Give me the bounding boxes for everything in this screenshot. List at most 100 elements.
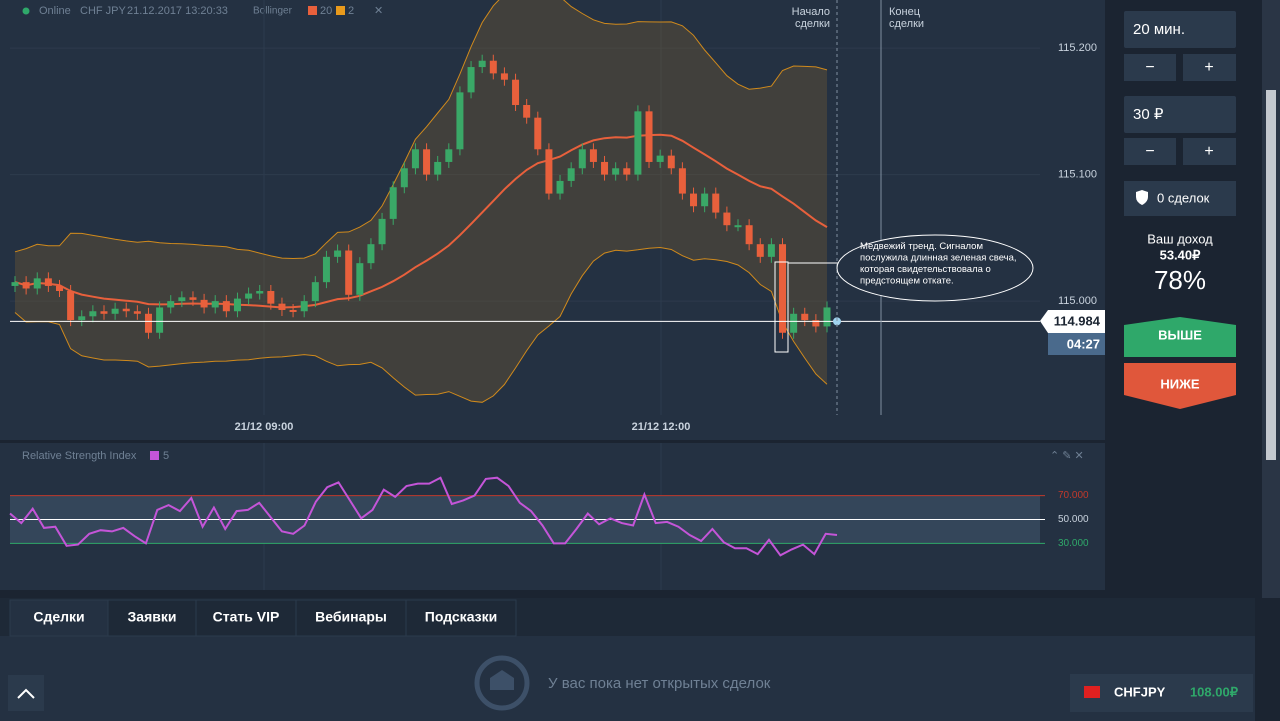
candle [589,149,597,162]
candle [267,291,275,304]
down: НИЖЕ [1160,376,1199,391]
candle [411,149,419,169]
btn[interactable] [1183,138,1236,165]
candle [22,282,30,289]
candle [801,313,809,321]
duration-box[interactable] [1124,11,1236,48]
swatch [150,451,159,460]
annotation-bubble [836,234,1034,302]
candle [578,149,586,169]
minus: − [1145,143,1154,160]
btn[interactable] [1183,54,1236,81]
rsi-tick-label: 70.000 [1058,490,1089,501]
candle [500,73,508,80]
candle [222,301,230,312]
rsi-period: 5 [163,450,169,462]
y-tick-label: 115.200 [1058,42,1097,54]
candle [55,285,63,292]
start-label: Начало сделки [792,6,830,30]
tab-label: Подсказки [425,609,497,625]
btn[interactable] [1124,138,1176,165]
tab-label: Стать VIP [213,609,280,625]
text-line: предстоящем откате. [860,275,954,286]
amount: 30 ₽ [1133,106,1164,123]
tab-content [0,636,1255,721]
tab[interactable] [195,599,297,637]
tab-label: Вебинары [315,609,387,625]
candle [289,309,297,312]
candle [400,168,408,188]
swatch [308,6,317,15]
btn[interactable] [1124,54,1176,81]
swatch [336,6,345,15]
candle [33,278,41,289]
candle [11,282,19,286]
candle [467,67,475,93]
rsi-line [9,476,838,557]
candle [645,111,653,162]
percent: 78% [1154,265,1206,295]
chart-bg [0,0,1105,440]
up: ВЫШЕ [1158,327,1202,342]
collapse-button[interactable] [8,675,44,711]
candle [623,168,631,175]
candle [567,168,575,181]
amount-box[interactable] [1124,96,1236,133]
candle [167,301,175,308]
candle [345,250,353,295]
up-button[interactable] [1124,317,1236,357]
candle [378,218,386,245]
asset-box[interactable] [1070,674,1253,712]
candle [300,301,308,312]
scroll-thumb[interactable] [1266,90,1276,460]
candle [178,297,186,302]
candle [423,149,431,175]
close-icon[interactable]: ✕ [374,5,383,17]
candle [44,278,52,286]
band-lower [14,246,828,403]
x-tick-label: 21/12 12:00 [632,421,691,433]
empty-icon-inner [490,670,514,690]
minus: − [1145,59,1154,76]
asset-price: 108.00₽ [1190,684,1239,699]
candle [545,149,553,194]
text-line: Конец [889,6,921,18]
y-tick-label: 115.100 [1058,169,1097,181]
status: Online [39,5,71,17]
candle [812,320,820,327]
candle [200,299,208,308]
text-line: сделки [889,18,924,30]
candle [256,291,264,294]
candle [690,193,698,207]
current-price: 114.984 [1054,313,1101,328]
candle [456,92,464,150]
empty-icon [474,655,530,711]
rsi-tick-label: 30.000 [1058,538,1089,549]
candle [78,316,86,321]
trades: 0 сделок [1157,190,1210,205]
candle [678,168,686,194]
tab[interactable] [107,599,197,637]
band-upper [14,0,828,260]
candle [356,263,364,295]
text-line: Начало [792,6,830,18]
instrument: CHF JPY [80,5,127,17]
candle [311,282,319,302]
chevron [17,688,35,699]
tab[interactable] [295,599,407,637]
timer: 04:27 [1067,336,1100,351]
tab[interactable] [405,599,517,637]
candle [656,155,664,162]
flag [1084,686,1100,698]
rsi-title: Relative Strength Index [22,450,137,462]
candle [434,161,442,175]
candle [89,311,97,317]
candle [111,308,119,314]
candle [445,149,453,162]
down-button[interactable] [1124,363,1236,409]
income: 53.40₽ [1160,247,1202,262]
rsi-tools[interactable]: ⌃ ✎ ✕ [1050,450,1084,462]
candle [745,225,753,245]
price-flag [1040,310,1105,333]
